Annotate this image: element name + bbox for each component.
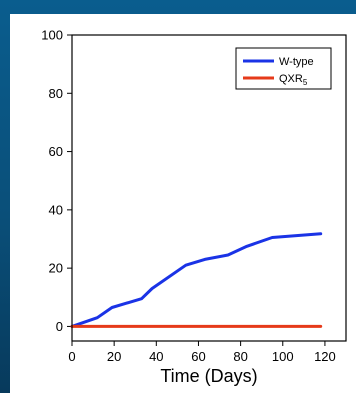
x-tick-label: 120 <box>314 349 336 364</box>
chart-panel: 0 20 40 60 80 100 0 20 40 60 80 100 120 Time (Days)… <box>10 14 356 393</box>
plot-area-border <box>71 34 347 342</box>
legend-label-w-type: W-type <box>279 56 314 68</box>
x-tick-label: 20 <box>107 349 121 364</box>
y-tick-label: 80 <box>49 86 63 101</box>
y-tick-label: 100 <box>41 28 63 43</box>
line-chart: 0 20 40 60 80 100 0 20 40 60 80 100 120 Time (Days)… <box>41 28 347 386</box>
x-axis-title: Time (Days) <box>160 366 257 386</box>
x-tick-label: 0 <box>68 349 75 364</box>
y-tick-label: 60 <box>49 144 63 159</box>
y-axis-ticks: 0 20 40 60 80 100 <box>41 28 72 334</box>
series-lines <box>70 232 323 328</box>
legend: W-type QXR5 <box>235 47 332 90</box>
x-tick-label: 60 <box>191 349 205 364</box>
x-tick-label: 80 <box>233 349 247 364</box>
x-tick-label: 100 <box>272 349 294 364</box>
x-axis-ticks: 0 20 40 60 80 100 120 <box>68 341 336 364</box>
y-tick-label: 0 <box>56 319 63 334</box>
y-tick-label: 40 <box>49 202 63 217</box>
series-line-0 <box>70 232 323 328</box>
y-tick-label: 20 <box>49 261 63 276</box>
x-tick-label: 40 <box>149 349 163 364</box>
legend-box <box>235 47 332 90</box>
legend-label-qxr5: QXR5 <box>279 73 308 87</box>
